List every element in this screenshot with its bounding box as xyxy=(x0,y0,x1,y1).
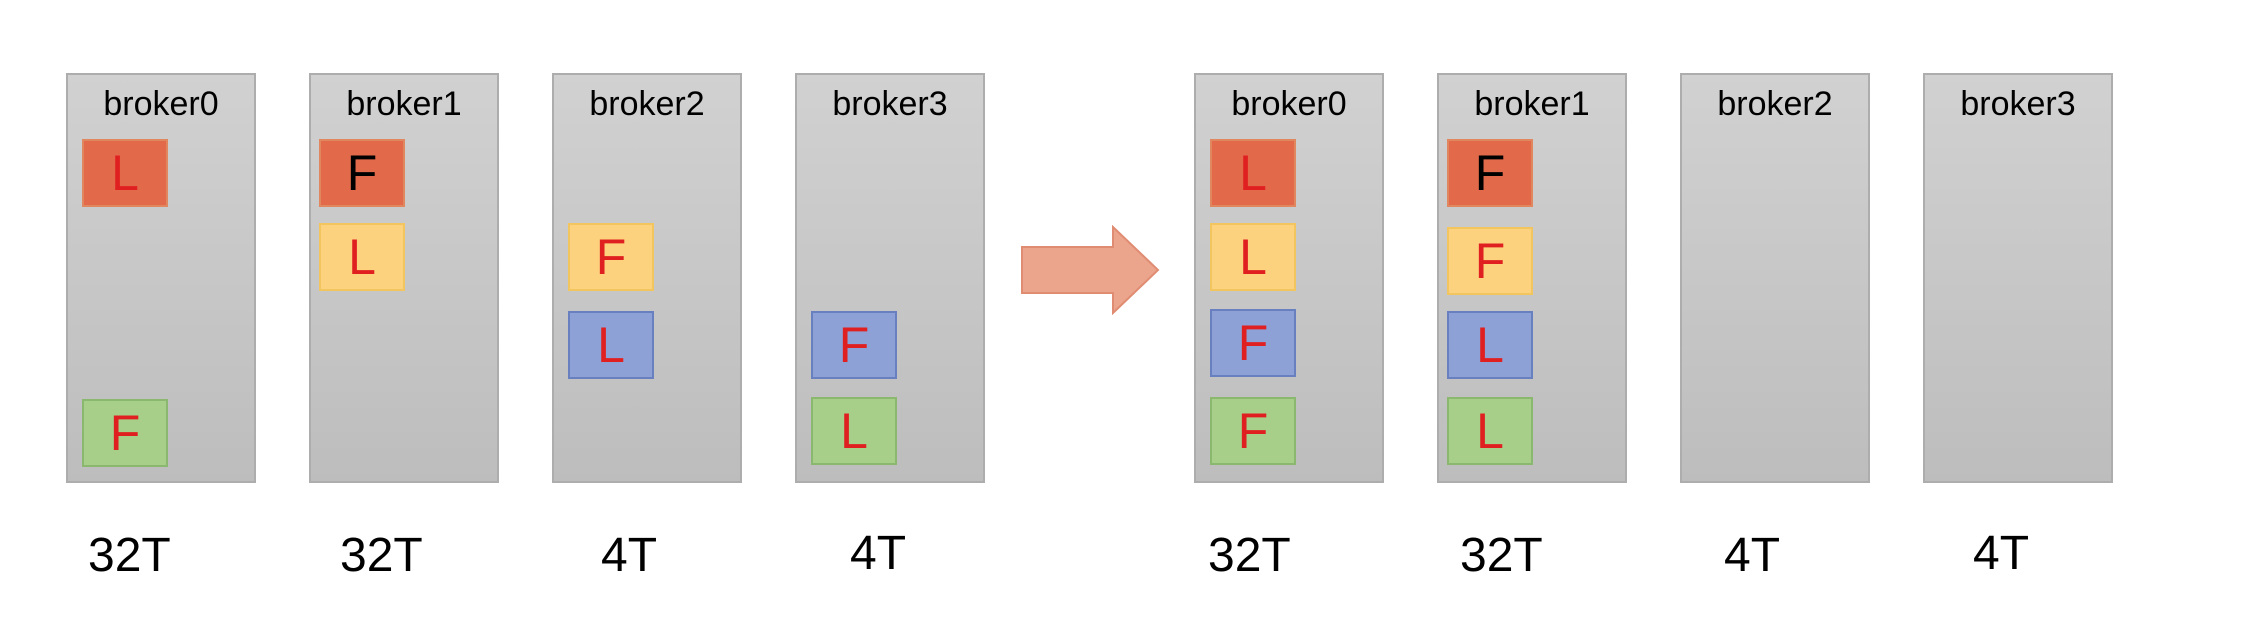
replica: F xyxy=(811,311,897,379)
replica: L xyxy=(568,311,654,379)
right-arrow-shape xyxy=(1021,225,1160,315)
after-broker2: broker2 xyxy=(1680,73,1870,483)
replica-role: F xyxy=(1237,403,1269,459)
replica: L xyxy=(1447,397,1533,465)
replica: F xyxy=(1447,227,1533,295)
broker-name: broker3 xyxy=(832,85,948,123)
replica-role: L xyxy=(1476,403,1504,459)
broker-name: broker1 xyxy=(346,85,462,123)
replica-role: L xyxy=(1476,317,1504,373)
right-arrow-icon xyxy=(1021,225,1160,315)
replica: L xyxy=(1210,223,1296,291)
capacity-label: 32T xyxy=(88,529,171,582)
replica: L xyxy=(319,223,405,291)
capacity-label: 32T xyxy=(1460,529,1543,582)
replica-role: F xyxy=(346,145,378,201)
before-broker3: broker3 F L xyxy=(795,73,985,483)
replica: L xyxy=(811,397,897,465)
after-broker0: broker0 L L F F xyxy=(1194,73,1384,483)
replica: L xyxy=(1447,311,1533,379)
replica: L xyxy=(1210,139,1296,207)
replica-role: L xyxy=(597,317,625,373)
replica-role: F xyxy=(1237,315,1269,371)
replica: F xyxy=(1210,309,1296,377)
after-broker3: broker3 xyxy=(1923,73,2113,483)
before-broker0: broker0 L F xyxy=(66,73,256,483)
capacity-label: 32T xyxy=(340,529,423,582)
replica: F xyxy=(319,139,405,207)
replica-role: L xyxy=(840,403,868,459)
replica-role: L xyxy=(1239,229,1267,285)
replica-role: L xyxy=(111,145,139,201)
replica-role: F xyxy=(595,229,627,285)
replica-role: F xyxy=(1474,145,1506,201)
replica: F xyxy=(568,223,654,291)
broker-name: broker2 xyxy=(589,85,705,123)
broker-name: broker1 xyxy=(1474,85,1590,123)
before-broker1: broker1 F L xyxy=(309,73,499,483)
replica: L xyxy=(82,139,168,207)
replica: F xyxy=(82,399,168,467)
replica-role: F xyxy=(1474,233,1506,289)
replica: F xyxy=(1447,139,1533,207)
capacity-label: 4T xyxy=(1724,529,1781,582)
capacity-label: 4T xyxy=(1973,527,2030,580)
replica-role: F xyxy=(838,317,870,373)
broker-name: broker0 xyxy=(103,85,219,123)
capacity-label: 4T xyxy=(601,529,658,582)
replica-role: L xyxy=(348,229,376,285)
broker-name: broker2 xyxy=(1717,85,1833,123)
replica-role: F xyxy=(109,405,141,461)
capacity-label: 32T xyxy=(1208,529,1291,582)
after-broker1: broker1 F F L L xyxy=(1437,73,1627,483)
replica-role: L xyxy=(1239,145,1267,201)
before-broker2: broker2 F L xyxy=(552,73,742,483)
capacity-label: 4T xyxy=(850,527,907,580)
broker-name: broker0 xyxy=(1231,85,1347,123)
broker-name: broker3 xyxy=(1960,85,2076,123)
replica: F xyxy=(1210,397,1296,465)
